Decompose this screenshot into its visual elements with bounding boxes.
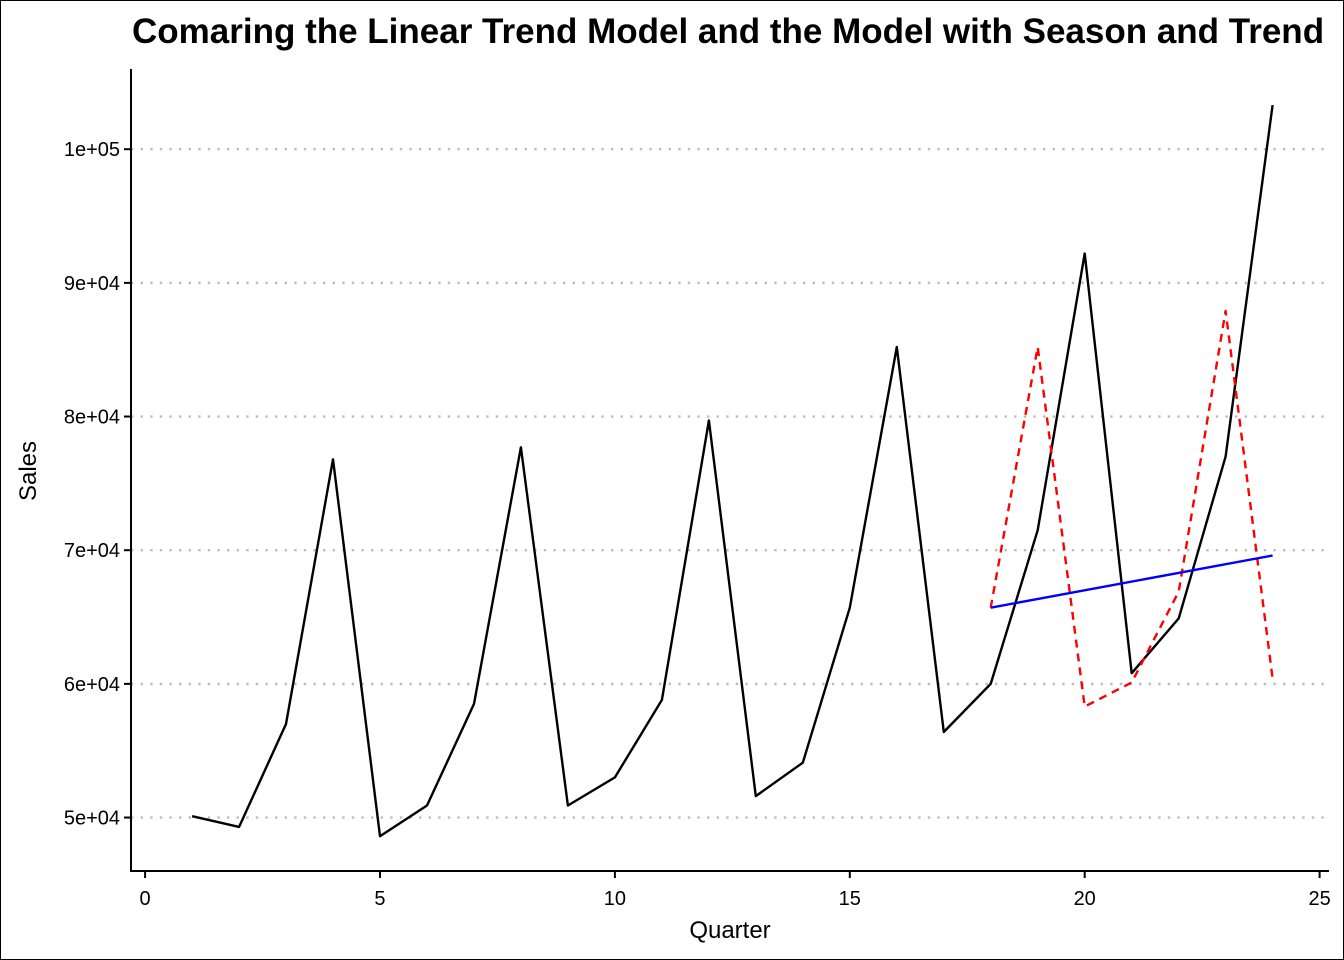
x-axis-title: Quarter xyxy=(689,917,770,944)
y-tick-label: 9e+04 xyxy=(64,273,120,295)
y-tick-label: 8e+04 xyxy=(64,407,120,429)
x-tick-label: 10 xyxy=(604,888,626,910)
x-tick-label: 25 xyxy=(1308,888,1330,910)
x-tick-label: 0 xyxy=(140,888,151,910)
chart-title: Comaring the Linear Trend Model and the … xyxy=(132,12,1324,51)
linear-trend-model-line xyxy=(990,554,1273,609)
x-ticks: 0 5 10 15 20 25 xyxy=(140,871,1331,910)
x-tick-label: 5 xyxy=(374,888,385,910)
actual-sales-line xyxy=(191,104,1274,838)
axes xyxy=(130,69,1329,872)
y-tick-label: 1e+05 xyxy=(64,139,120,161)
gridlines xyxy=(131,147,1329,819)
x-tick-label: 20 xyxy=(1074,888,1096,910)
x-tick-label: 15 xyxy=(839,888,861,910)
y-tick-label: 7e+04 xyxy=(64,540,120,562)
y-tick-label: 5e+04 xyxy=(64,808,120,830)
y-ticks: 5e+04 6e+04 7e+04 8e+04 9e+04 1e+05 xyxy=(64,139,131,830)
y-axis-title: Sales xyxy=(15,441,42,501)
y-tick-label: 6e+04 xyxy=(64,674,120,696)
season-trend-model-line xyxy=(989,309,1274,708)
series-lines xyxy=(191,104,1274,838)
